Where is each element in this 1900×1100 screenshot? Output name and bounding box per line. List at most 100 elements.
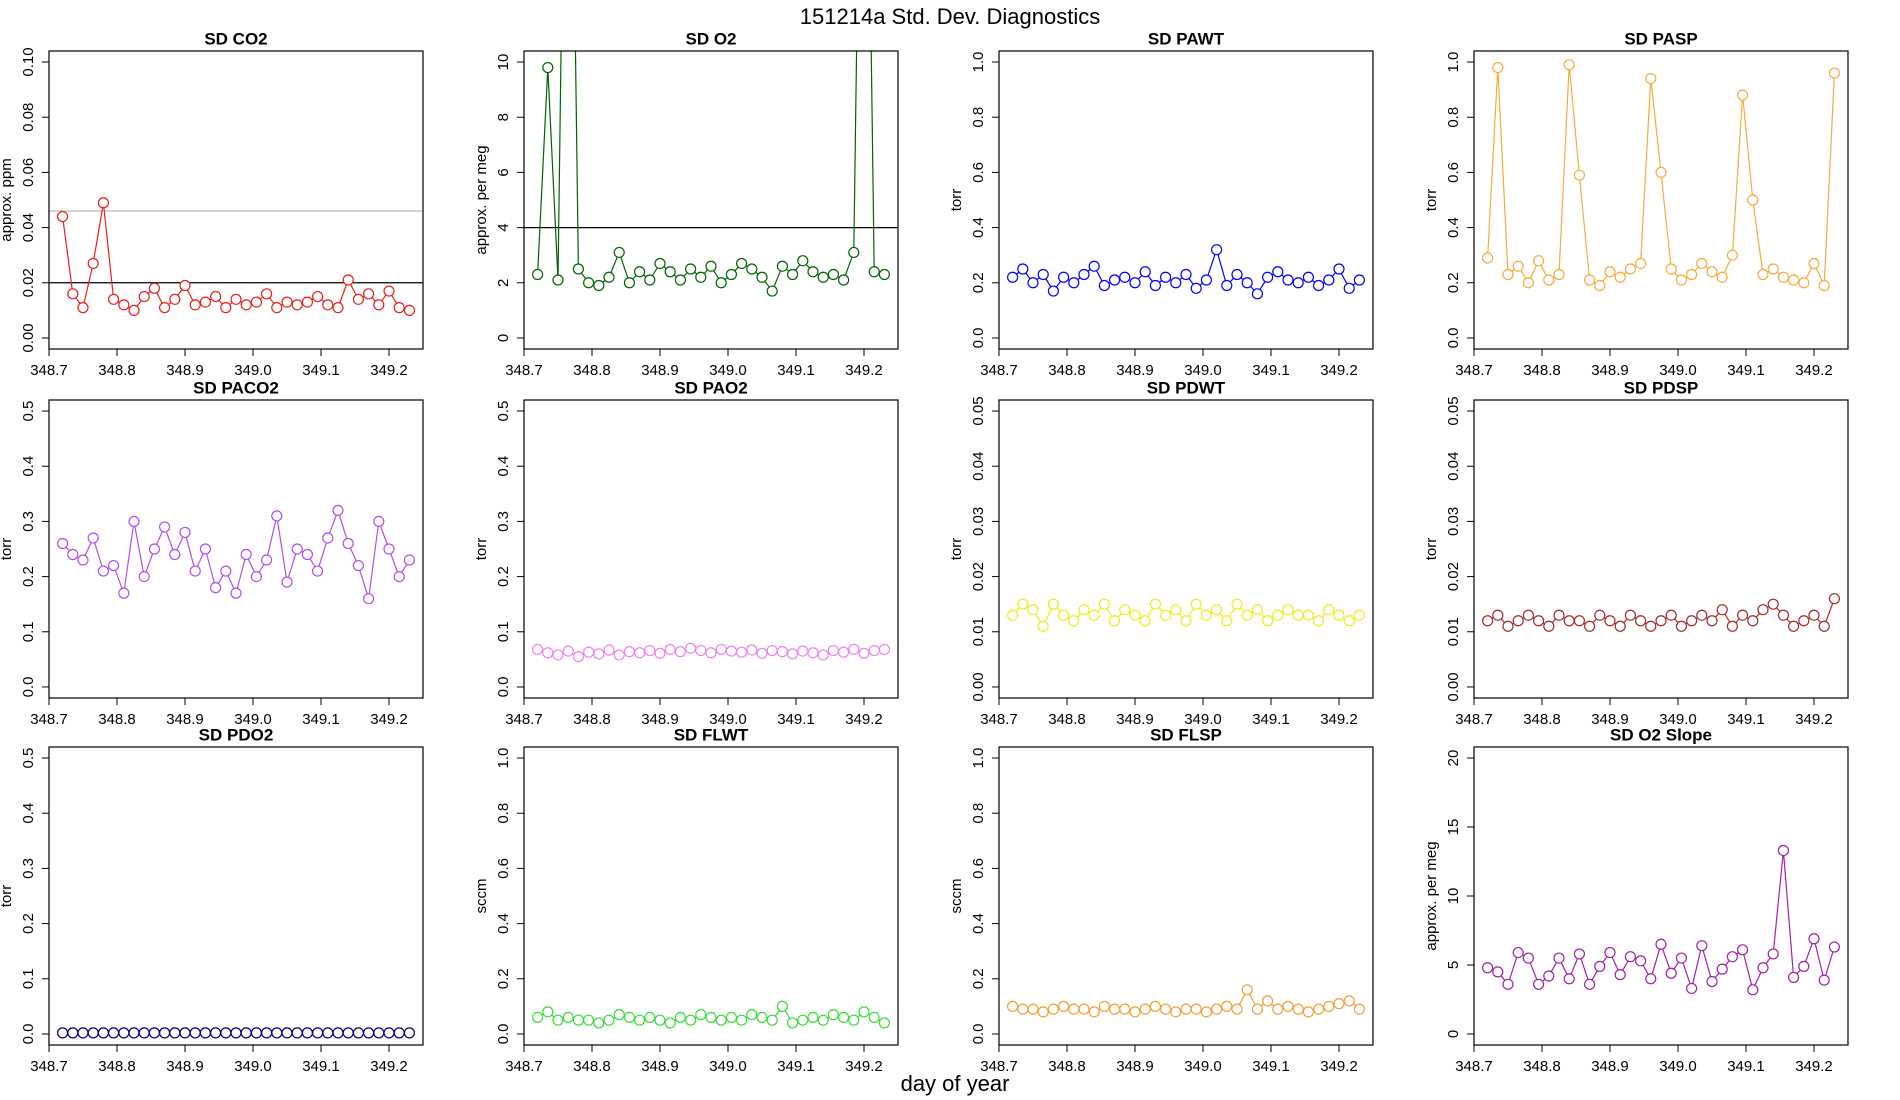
data-point <box>1512 260 1524 272</box>
x-tick-label: 348.9 <box>166 711 204 728</box>
x-tick-label: 349.2 <box>845 711 883 728</box>
data-point <box>827 644 840 657</box>
y-tick-label: 0.6 <box>495 858 512 879</box>
x-tick-label: 349.0 <box>1659 711 1697 728</box>
data-point <box>1685 268 1698 281</box>
x-tick-label: 349.2 <box>370 711 408 728</box>
y-axis-label: torr <box>0 538 15 561</box>
x-tick-label: 348.7 <box>505 711 543 728</box>
y-tick-label: 0.1 <box>20 621 37 642</box>
x-tick-label: 348.8 <box>573 362 611 379</box>
data-point <box>1532 615 1545 627</box>
data-point <box>1302 271 1315 283</box>
x-tick-label: 348.7 <box>1455 711 1493 728</box>
data-point <box>373 299 385 311</box>
x-tick-label: 348.9 <box>1116 1058 1154 1075</box>
data-point <box>1532 255 1545 267</box>
data-point <box>1726 620 1739 632</box>
data-point <box>827 1009 840 1021</box>
data-point <box>138 1027 150 1039</box>
data-point <box>1170 1006 1182 1018</box>
y-tick-label: 0.01 <box>1445 617 1462 646</box>
x-tick-label: 348.8 <box>573 1058 611 1075</box>
data-point <box>312 565 324 577</box>
data-point <box>705 647 717 659</box>
panel-title: SD PAWT <box>1148 29 1225 48</box>
x-tick-label: 348.8 <box>98 1058 136 1075</box>
data-point <box>735 646 748 658</box>
data-point <box>271 1027 283 1039</box>
data-point <box>1543 620 1555 632</box>
data-point <box>1108 274 1121 286</box>
series-line <box>62 508 410 599</box>
data-point <box>261 1027 273 1039</box>
panel-title: SD PACO2 <box>193 378 279 397</box>
data-point <box>240 299 252 311</box>
data-point <box>1170 604 1182 616</box>
data-point <box>1343 615 1355 627</box>
x-tick-label: 348.7 <box>980 711 1018 728</box>
x-axis-label: day of year <box>901 1071 1010 1096</box>
y-tick-label: 0.0 <box>20 677 37 698</box>
data-point <box>684 642 697 654</box>
x-tick-label: 349.2 <box>845 362 883 379</box>
data-point <box>1696 257 1708 270</box>
data-point <box>1481 252 1494 264</box>
plot-frame <box>1473 50 1849 350</box>
data-point <box>1604 615 1616 627</box>
data-point <box>674 646 687 658</box>
y-axis-label: torr <box>473 538 490 561</box>
data-point <box>1808 257 1820 270</box>
data-point <box>1675 274 1688 286</box>
data-point <box>230 293 242 305</box>
data-point <box>1323 274 1335 286</box>
data-point <box>623 646 636 658</box>
data-point <box>1828 941 1841 953</box>
data-point <box>654 647 666 659</box>
data-point <box>1292 1003 1304 1015</box>
data-point <box>1139 266 1151 278</box>
data-point <box>1747 194 1759 206</box>
data-point <box>593 648 605 660</box>
panel-title: SD O2 Slope <box>1610 725 1712 744</box>
data-point <box>1604 946 1616 959</box>
y-tick-label: 0.00 <box>970 672 987 701</box>
data-point <box>1818 620 1830 632</box>
x-tick-label: 349.2 <box>1795 711 1833 728</box>
data-point <box>1190 1003 1202 1015</box>
data-point <box>817 271 829 283</box>
x-tick-label: 349.0 <box>234 711 272 728</box>
data-point <box>261 554 273 566</box>
data-point <box>1231 268 1243 281</box>
data-point <box>169 548 181 561</box>
data-point <box>1078 604 1090 616</box>
data-point <box>77 1027 89 1039</box>
data-point <box>1231 598 1243 610</box>
data-point <box>542 61 554 74</box>
y-tick-label: 0.0 <box>970 328 987 349</box>
data-point <box>1502 620 1514 632</box>
data-point <box>383 543 395 555</box>
data-point <box>363 1027 375 1039</box>
data-point <box>1553 952 1565 964</box>
panel-title: SD PDWT <box>1147 378 1226 397</box>
panel-title: SD PASP <box>1624 29 1697 48</box>
data-point <box>1787 274 1800 286</box>
data-point <box>169 293 181 305</box>
data-point <box>1272 1003 1284 1015</box>
data-point <box>1119 271 1131 283</box>
data-point <box>312 1027 324 1039</box>
x-tick-label: 348.9 <box>641 711 679 728</box>
data-point <box>1282 604 1294 616</box>
data-point <box>1634 257 1647 270</box>
data-point <box>705 1011 717 1024</box>
x-tick-label: 349.1 <box>1727 711 1765 728</box>
data-point <box>1251 604 1264 616</box>
data-point <box>766 1014 778 1026</box>
data-point <box>199 1027 211 1039</box>
x-tick-label: 349.2 <box>1320 711 1358 728</box>
data-point <box>342 274 354 286</box>
x-tick-label: 348.9 <box>641 1058 679 1075</box>
data-point <box>1180 1003 1192 1015</box>
